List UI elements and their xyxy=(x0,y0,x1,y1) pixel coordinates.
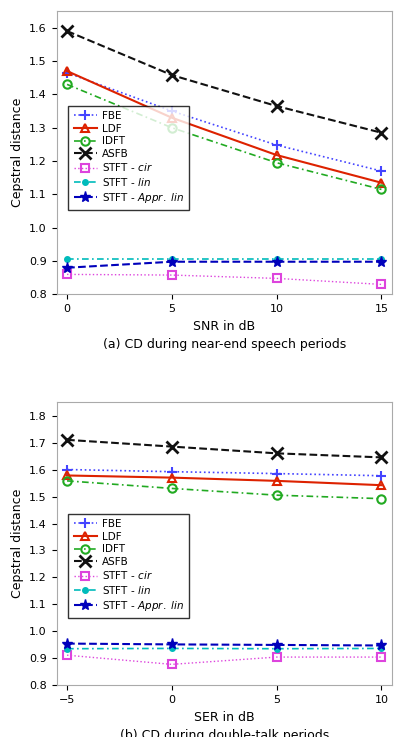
Legend: FBE, LDF, IDFT, ASFB, STFT - $\mathit{cir}$, STFT - $\mathit{lin}$, STFT - $\mat: FBE, LDF, IDFT, ASFB, STFT - $\mathit{ci… xyxy=(68,106,189,210)
X-axis label: SNR in dB: SNR in dB xyxy=(193,320,255,332)
X-axis label: SER in dB: SER in dB xyxy=(194,710,255,724)
Y-axis label: Cepstral distance: Cepstral distance xyxy=(11,98,23,207)
Text: (a) CD during near-end speech periods: (a) CD during near-end speech periods xyxy=(103,338,346,352)
Text: (b) CD during double-talk periods: (b) CD during double-talk periods xyxy=(120,730,329,737)
Legend: FBE, LDF, IDFT, ASFB, STFT - $\mathit{cir}$, STFT - $\mathit{lin}$, STFT - $\mat: FBE, LDF, IDFT, ASFB, STFT - $\mathit{ci… xyxy=(68,514,189,618)
Y-axis label: Cepstral distance: Cepstral distance xyxy=(11,489,23,598)
